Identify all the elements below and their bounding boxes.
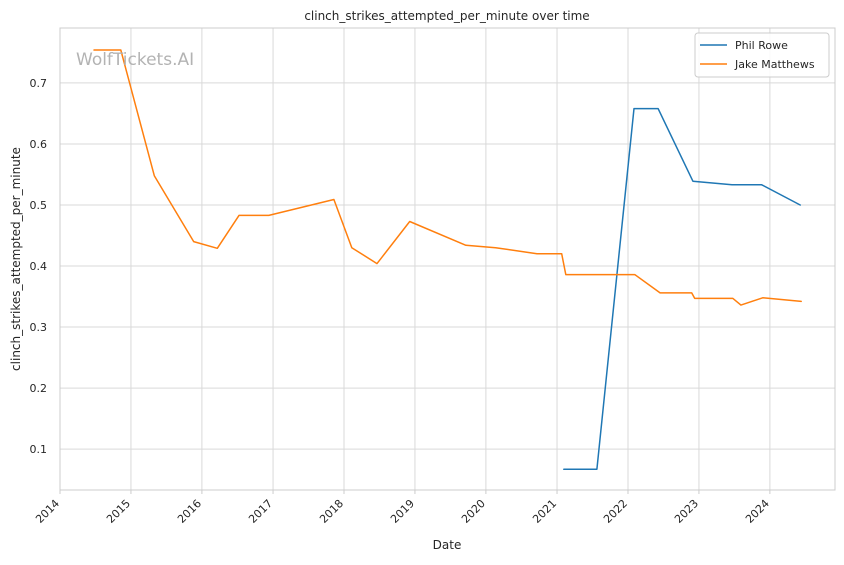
chart-title: clinch_strikes_attempted_per_minute over… xyxy=(304,9,589,23)
legend: Phil Rowe Jake Matthews xyxy=(694,32,830,78)
watermark: WolfTickets.AI xyxy=(76,50,194,70)
y-tick-label: 0.3 xyxy=(30,321,48,334)
y-axis-ticks: 0.1 0.2 0.3 0.4 0.5 0.6 0.7 xyxy=(30,77,48,456)
legend-box xyxy=(694,32,830,78)
y-tick-label: 0.6 xyxy=(30,138,48,151)
plot-frame xyxy=(59,27,836,491)
grid xyxy=(59,28,835,490)
y-tick-label: 0.5 xyxy=(30,199,48,212)
y-tick-label: 0.2 xyxy=(30,382,48,395)
series-lines xyxy=(93,49,802,470)
x-axis-label: Date xyxy=(433,538,462,552)
series-line-phil-rowe xyxy=(563,107,801,470)
y-tick-label: 0.1 xyxy=(30,443,48,456)
legend-label: Phil Rowe xyxy=(735,39,788,52)
series-line-jake-matthews xyxy=(93,49,802,306)
y-axis-label: clinch_strikes_attempted_per_minute xyxy=(9,147,23,371)
legend-label: Jake Matthews xyxy=(734,58,815,71)
y-tick-label: 0.4 xyxy=(30,260,48,273)
y-tick-label: 0.7 xyxy=(30,77,48,90)
